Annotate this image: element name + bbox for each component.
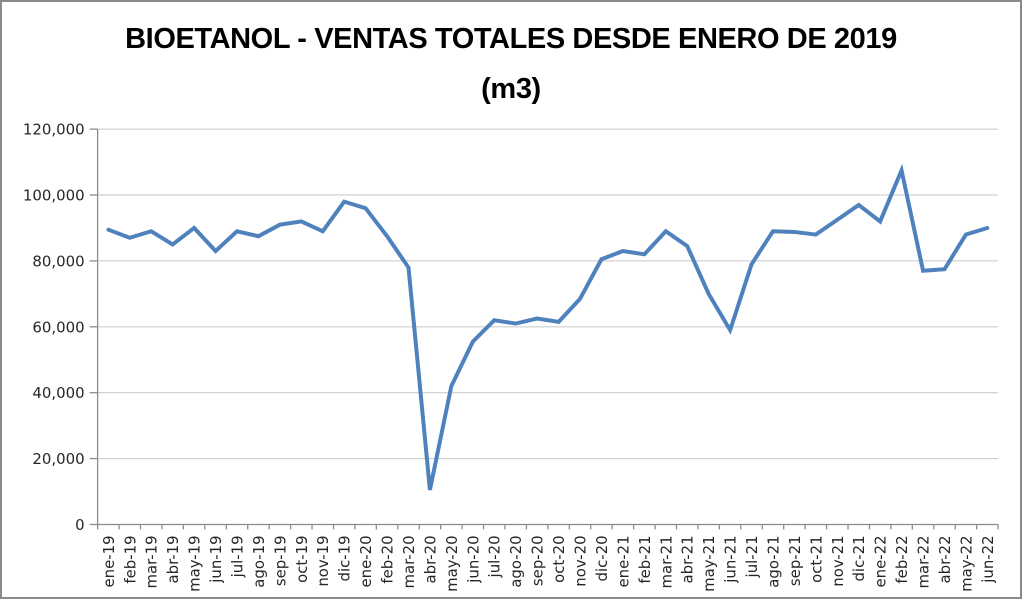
x-tick-label: dic-19 (336, 535, 354, 581)
x-tick-label: abr-21 (679, 535, 697, 583)
x-tick-label: jul-20 (486, 535, 504, 578)
y-gridlines (97, 128, 999, 460)
y-tick-label: 120,000 (23, 121, 85, 139)
x-tick-label: sep-21 (786, 535, 804, 586)
x-tick-label: sep-19 (271, 535, 289, 586)
x-tick-label: abr-19 (164, 535, 182, 583)
x-tick-label: mar-22 (915, 535, 933, 588)
x-tick-label: oct-21 (807, 535, 825, 582)
x-tick-label: abr-22 (936, 535, 954, 583)
x-tick-labels: ene-19 feb-19 mar-19 abr-19 may-19 jun-19 jul-… (100, 535, 997, 591)
x-tick-label: ene-20 (357, 535, 375, 587)
y-tick-label: 100,000 (23, 187, 85, 205)
x-tick-label: ene-21 (614, 535, 632, 587)
x-tick-label: dic-20 (593, 535, 611, 581)
x-tick-label: feb-20 (379, 535, 397, 583)
x-tick-label: ago-19 (250, 535, 268, 587)
x-tick-label: feb-19 (121, 535, 139, 583)
x-tick-label: abr-20 (421, 535, 439, 583)
x-tick-label: nov-19 (314, 535, 332, 586)
chart-title-line1: BIOETANOL - VENTAS TOTALES DESDE ENERO D… (125, 23, 897, 55)
x-tick-label: oct-20 (550, 535, 568, 582)
y-tick-label: 60,000 (32, 318, 84, 336)
x-tick-label: may-19 (186, 535, 204, 591)
x-tick-label: ene-19 (100, 535, 118, 587)
chart-title: BIOETANOL - VENTAS TOTALES DESDE ENERO D… (2, 14, 1020, 114)
y-axis: 0 20,000 40,000 60,000 80,000 100,000 120,000 (23, 121, 99, 534)
y-tick-label: 20,000 (32, 450, 84, 468)
y-tick-label: 0 (75, 516, 84, 534)
x-tick-label: jun-20 (464, 535, 482, 583)
x-tick-label: ene-22 (872, 535, 890, 587)
x-tick-label: dic-21 (850, 535, 868, 581)
series-line (106, 163, 990, 491)
x-tick-label: ago-20 (507, 535, 525, 587)
x-tick-label: jul-21 (743, 535, 761, 578)
x-tick-label: ago-21 (764, 535, 782, 587)
chart-title-line2: (m3) (481, 73, 541, 105)
x-tick-label: feb-22 (893, 535, 911, 583)
x-tick-label: may-21 (700, 535, 718, 591)
x-tick-label: jun-22 (979, 535, 997, 583)
x-tick-label: nov-21 (829, 535, 847, 586)
x-tick-label: may-20 (443, 535, 461, 591)
x-tick-label: oct-19 (293, 535, 311, 582)
x-tick-label: feb-21 (636, 535, 654, 583)
y-tick-label: 40,000 (32, 384, 84, 402)
x-tick-label: may-22 (957, 535, 975, 591)
x-tick-label: jun-21 (722, 535, 740, 583)
x-tick-label: mar-19 (143, 535, 161, 588)
x-tick-label: jul-19 (228, 535, 246, 578)
x-tick-label: nov-20 (571, 535, 589, 586)
x-tick-label: mar-21 (657, 535, 675, 588)
y-tick-label: 80,000 (32, 252, 84, 270)
x-tick-label: jun-19 (207, 535, 225, 583)
x-tick-label: sep-20 (529, 535, 547, 586)
x-axis (96, 523, 999, 530)
x-tick-label: mar-20 (400, 535, 418, 588)
